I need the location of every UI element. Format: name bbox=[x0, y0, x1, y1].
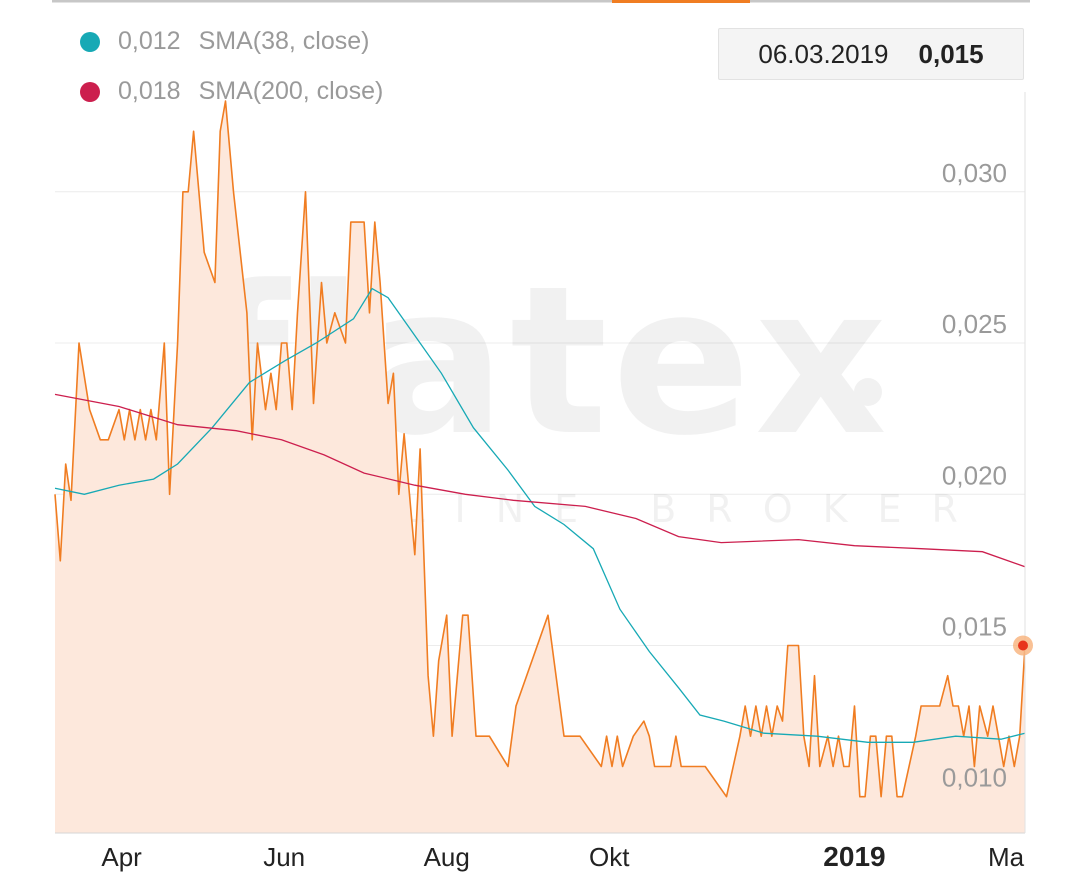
sma200-value: 0,018 bbox=[118, 77, 181, 105]
y-tick-label: 0,025 bbox=[942, 309, 1007, 339]
y-tick-label: 0,010 bbox=[942, 763, 1007, 793]
legend-item-sma200[interactable]: 0,018 SMA(200, close) bbox=[80, 77, 383, 106]
y-tick-label: 0,030 bbox=[942, 158, 1007, 188]
crosshair-tooltip: 06.03.2019 0,015 bbox=[718, 28, 1024, 80]
sma200-color-dot bbox=[80, 81, 100, 102]
y-tick-label: 0,020 bbox=[942, 460, 1007, 490]
last-price-marker[interactable] bbox=[1013, 635, 1033, 656]
legend-item-sma38[interactable]: 0,012 SMA(38, close) bbox=[80, 27, 369, 56]
x-tick-label: Ma bbox=[988, 842, 1025, 872]
tooltip-value: 0,015 bbox=[918, 38, 984, 69]
price-series-line bbox=[54, 100, 1026, 798]
x-tick-label: Apr bbox=[101, 842, 142, 872]
last-price-dot bbox=[1018, 640, 1028, 651]
x-tick-label: 2019 bbox=[823, 841, 885, 872]
x-tick-label: Okt bbox=[589, 842, 630, 872]
sma200-label: SMA(200, close) bbox=[198, 77, 384, 105]
sma38-color-dot bbox=[80, 31, 100, 52]
x-axis-ticks: Apr Jun Aug Okt 2019 Ma bbox=[101, 841, 1024, 872]
x-tick-label: Jun bbox=[263, 842, 305, 872]
sma38-value: 0,012 bbox=[118, 27, 181, 55]
y-axis-ticks: 0,010 0,015 0,020 0,025 0,030 bbox=[942, 158, 1007, 793]
sma200-series-line bbox=[54, 393, 1026, 568]
tooltip-date: 06.03.2019 bbox=[758, 38, 889, 69]
y-tick-label: 0,015 bbox=[942, 611, 1007, 641]
sma38-label: SMA(38, close) bbox=[198, 27, 370, 55]
price-area-fill bbox=[55, 101, 1025, 834]
x-tick-label: Aug bbox=[424, 842, 470, 872]
